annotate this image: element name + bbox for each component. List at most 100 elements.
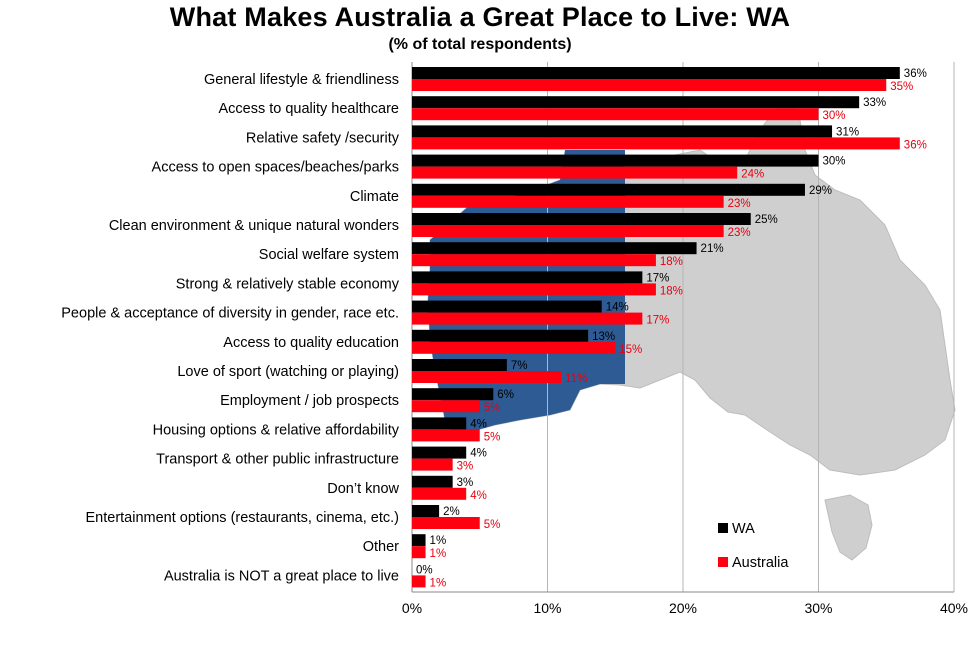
value-label-australia: 1%	[430, 577, 447, 589]
bar-wa	[412, 359, 507, 371]
value-label-australia: 23%	[728, 198, 751, 210]
category-label: Clean environment & unique natural wonde…	[109, 218, 399, 234]
value-label-australia: 5%	[484, 519, 501, 531]
category-label: Other	[363, 539, 399, 555]
category-label: People & acceptance of diversity in gend…	[61, 306, 399, 322]
bar-australia	[412, 487, 467, 500]
bar-australia	[412, 400, 480, 413]
value-label-wa: 6%	[497, 389, 514, 401]
value-label-wa: 13%	[592, 331, 615, 343]
bar-australia	[412, 517, 480, 529]
value-label-wa: 31%	[836, 126, 859, 138]
value-label-australia: 30%	[823, 110, 846, 122]
bar-australia	[412, 137, 900, 150]
bar-wa	[412, 242, 697, 255]
legend-label-wa: WA	[732, 521, 755, 537]
value-label-wa: 4%	[470, 418, 487, 430]
bar-wa	[412, 329, 589, 342]
value-label-australia: 24%	[741, 169, 764, 181]
category-label: Climate	[350, 189, 399, 205]
category-label: Entertainment options (restaurants, cine…	[85, 510, 399, 526]
bar-wa	[412, 417, 467, 430]
bar-australia	[412, 254, 656, 267]
category-label: Relative safety /security	[246, 130, 400, 146]
category-label: Employment / job prospects	[220, 393, 399, 409]
gridlines	[547, 62, 955, 592]
value-label-wa: 17%	[646, 272, 669, 284]
category-label: Transport & other public infrastructure	[156, 452, 399, 468]
value-label-wa: 25%	[755, 214, 778, 226]
value-label-australia: 1%	[430, 548, 447, 560]
category-label: Access to quality healthcare	[218, 101, 399, 117]
bar-wa	[412, 534, 426, 547]
bar-australia	[412, 283, 656, 296]
bar-australia	[412, 79, 887, 91]
bar-australia	[412, 371, 562, 383]
bar-wa	[412, 505, 440, 517]
bar-australia	[412, 546, 426, 559]
value-label-australia: 3%	[457, 461, 474, 473]
tasmania-shape	[824, 494, 873, 561]
legend-label-australia: Australia	[732, 555, 789, 571]
value-label-wa: 30%	[823, 156, 846, 168]
value-label-wa: 4%	[470, 448, 487, 460]
value-label-australia: 35%	[890, 81, 913, 93]
chart-title: What Makes Australia a Great Place to Li…	[169, 2, 791, 32]
x-axis: 0% 10% 20% 30% 40%	[402, 62, 968, 616]
category-label: Don’t know	[327, 481, 399, 497]
value-label-wa: 29%	[809, 185, 832, 197]
bar-australia	[412, 225, 724, 237]
bar-australia	[412, 312, 643, 325]
x-tick-label: 30%	[804, 600, 832, 616]
bar-wa	[412, 475, 453, 488]
bar-australia	[412, 341, 616, 354]
category-label: Access to open spaces/beaches/parks	[152, 160, 399, 176]
value-label-australia: 18%	[660, 285, 683, 297]
legend-swatch-wa	[718, 523, 728, 533]
bars	[412, 67, 900, 588]
bar-wa	[412, 125, 833, 138]
bar-wa	[412, 67, 900, 79]
value-label-wa: 21%	[701, 243, 724, 255]
value-label-wa: 1%	[430, 535, 447, 547]
value-label-wa: 2%	[443, 506, 460, 518]
value-labels: 36%35%33%30%31%36%30%24%29%23%25%23%21%1…	[416, 68, 927, 589]
category-label: Social welfare system	[259, 247, 399, 263]
bar-wa	[412, 154, 819, 167]
bar-wa	[412, 96, 860, 109]
category-label: Strong & relatively stable economy	[176, 276, 400, 292]
bar-wa	[412, 300, 602, 313]
bar-wa	[412, 446, 467, 459]
value-label-australia: 5%	[484, 431, 501, 443]
bar-australia	[412, 429, 480, 442]
category-label: Access to quality education	[223, 335, 399, 351]
value-label-wa: 36%	[904, 68, 927, 80]
bar-wa	[412, 271, 643, 284]
value-label-australia: 18%	[660, 256, 683, 268]
category-labels: General lifestyle & friendliness Access t…	[61, 72, 399, 584]
bar-australia	[412, 166, 738, 179]
value-label-wa: 7%	[511, 360, 528, 372]
category-label: General lifestyle & friendliness	[204, 72, 399, 88]
x-tick-label: 0%	[402, 600, 422, 616]
value-label-wa: 33%	[863, 97, 886, 109]
value-label-australia: 17%	[646, 315, 669, 327]
category-label: Housing options & relative affordability	[153, 422, 400, 438]
bar-australia	[412, 108, 819, 121]
bar-wa	[412, 213, 751, 225]
x-tick-label: 40%	[940, 600, 968, 616]
value-label-wa: 3%	[457, 477, 474, 489]
value-label-wa: 14%	[606, 302, 629, 314]
value-label-australia: 5%	[484, 402, 501, 414]
bar-australia	[412, 195, 724, 208]
x-tick-label: 20%	[669, 600, 697, 616]
legend: WA Australia	[718, 521, 789, 571]
category-label: Australia is NOT a great place to live	[164, 568, 399, 584]
category-label: Love of sport (watching or playing)	[177, 364, 399, 380]
x-tick-label: 10%	[533, 600, 561, 616]
value-label-australia: 36%	[904, 139, 927, 151]
bar-wa	[412, 183, 805, 196]
bar-australia	[412, 575, 426, 588]
bar-australia	[412, 458, 453, 471]
